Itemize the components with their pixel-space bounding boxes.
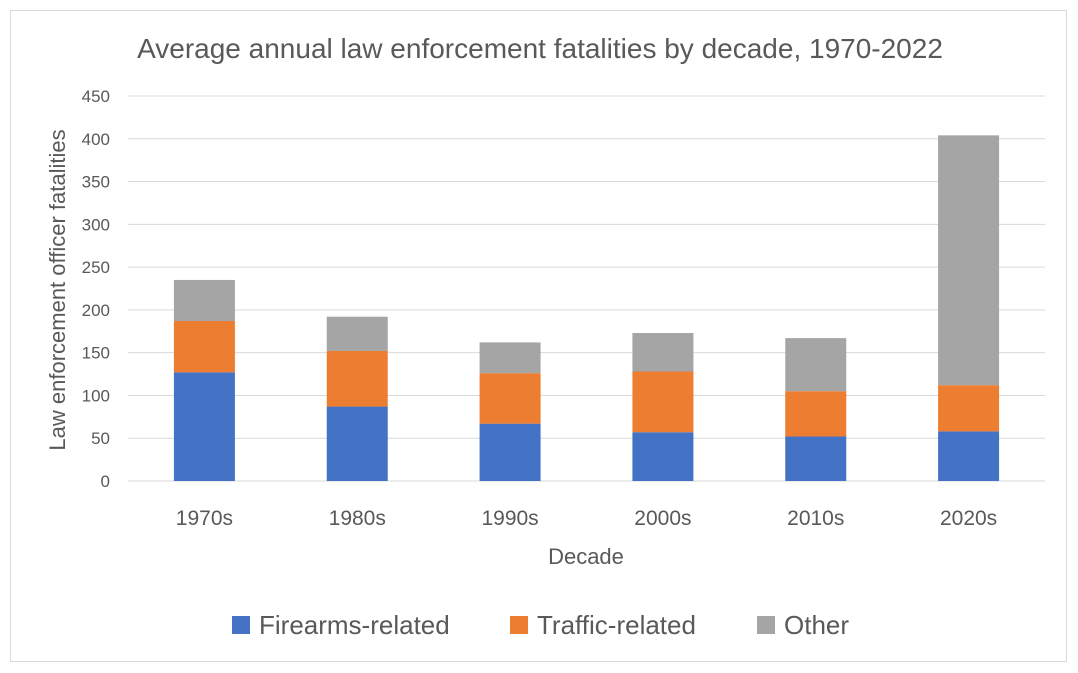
y-tick-label: 50: [91, 429, 110, 448]
y-tick-label: 100: [82, 386, 110, 405]
legend-label: Other: [784, 610, 849, 640]
legend-label: Traffic-related: [537, 610, 696, 640]
y-tick-label: 300: [82, 215, 110, 234]
bar-other-2000s: [632, 332, 694, 372]
bar-traffic-related-1990s: [479, 373, 541, 424]
x-tick-label: 2000s: [634, 507, 691, 530]
bar-other-2010s: [785, 338, 847, 392]
legend-swatch: [757, 616, 775, 634]
gridlines: [128, 95, 1045, 482]
chart-title: Average annual law enforcement fatalitie…: [137, 33, 943, 64]
x-tick-label: 1980s: [329, 507, 386, 530]
bar-traffic-related-2020s: [938, 385, 1000, 432]
legend-label: Firearms-related: [259, 610, 450, 640]
bar-other-1970s: [173, 279, 235, 322]
y-tick-label: 250: [82, 258, 110, 277]
y-tick-label: 150: [82, 344, 110, 363]
x-axis-title: Decade: [548, 544, 624, 569]
bar-traffic-related-2010s: [785, 391, 847, 437]
y-tick-label: 350: [82, 173, 110, 192]
x-tick-label: 1970s: [176, 507, 233, 530]
legend-swatch: [232, 616, 250, 634]
legend: Firearms-related Traffic-related Other: [232, 610, 849, 640]
y-axis-ticks: 0 50 100 150 200 250 300 350 400 450: [82, 87, 110, 491]
y-tick-label: 0: [101, 472, 110, 491]
bar-firearms-related-1970s: [173, 372, 235, 481]
bar-other-1990s: [479, 342, 541, 374]
bar-other-1980s: [326, 316, 388, 351]
bar-firearms-related-2000s: [632, 432, 694, 481]
bar-traffic-related-1970s: [173, 321, 235, 373]
y-tick-label: 200: [82, 301, 110, 320]
legend-swatch: [510, 616, 528, 634]
bar-traffic-related-2000s: [632, 371, 694, 433]
x-tick-label: 2020s: [940, 507, 997, 530]
bar-firearms-related-2010s: [785, 436, 847, 481]
bar-firearms-related-1980s: [326, 406, 388, 481]
bars: [173, 135, 1000, 481]
bar-firearms-related-1990s: [479, 423, 541, 481]
bar-traffic-related-1980s: [326, 350, 388, 407]
y-tick-label: 400: [82, 130, 110, 149]
x-axis-ticks: 1970s 1980s 1990s 2000s 2010s 2020s: [176, 507, 997, 530]
y-tick-label: 450: [82, 87, 110, 106]
bar-other-2020s: [938, 135, 1000, 386]
x-tick-label: 1990s: [481, 507, 538, 530]
x-tick-label: 2010s: [787, 507, 844, 530]
y-axis-title: Law enforcement officer fatalities: [45, 129, 70, 450]
bar-firearms-related-2020s: [938, 431, 1000, 481]
